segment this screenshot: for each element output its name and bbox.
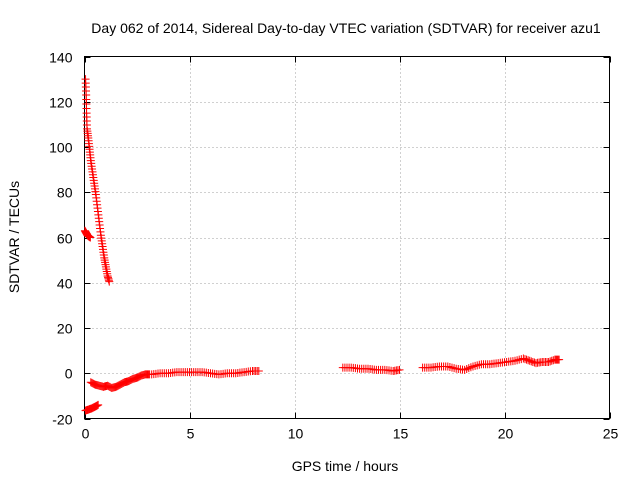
x-tick-label: 15: [393, 426, 409, 442]
data-point: [448, 363, 456, 372]
data-point: [395, 365, 404, 374]
y-tick-label: 140: [49, 50, 73, 66]
data-point: [466, 363, 475, 372]
data-point: [450, 364, 459, 373]
y-tick-label: 0: [65, 366, 73, 382]
series-segment-2: [338, 363, 404, 375]
y-tick-labels: -20 0 20 40 60 80 100 120 140: [49, 50, 73, 428]
y-tick-label: -20: [52, 412, 72, 428]
y-tick-label: 100: [49, 140, 73, 156]
series-segment-1: [147, 366, 263, 379]
grid-lines: [84, 56, 610, 419]
data-point: [445, 363, 454, 372]
series-decay: [81, 75, 114, 286]
y-tick-label: 20: [57, 321, 73, 337]
series-low-start: [81, 400, 103, 415]
data-point: [475, 360, 484, 369]
x-axis-label: GPS time / hours: [292, 458, 399, 474]
plot-frame: [84, 56, 610, 419]
chart-title: Day 062 of 2014, Sidereal Day-to-day VTE…: [91, 20, 601, 36]
data-point: [464, 364, 473, 373]
y-axis-label: SDTVAR / TECUs: [6, 181, 22, 293]
data-point: [471, 361, 480, 370]
y-tick-label: 80: [57, 185, 73, 201]
series-segment-3: [418, 354, 564, 374]
data-point: [86, 233, 95, 242]
data-point: [473, 361, 482, 370]
y-tick-label: 40: [57, 276, 73, 292]
data-point: [511, 356, 519, 365]
x-tick-label: 0: [82, 426, 90, 442]
series-cluster-60: [80, 226, 95, 242]
data-point: [515, 355, 524, 364]
data-point: [460, 365, 469, 374]
data-point: [254, 366, 263, 375]
x-tick-label: 25: [603, 426, 619, 442]
data-point: [555, 355, 564, 364]
data-point: [469, 362, 477, 371]
data-point: [513, 356, 522, 365]
x-tick-label: 20: [498, 426, 514, 442]
data-point: [105, 277, 114, 286]
data-points: [80, 75, 564, 415]
x-tick-label: 10: [288, 426, 304, 442]
x-tick-label: 5: [187, 426, 195, 442]
x-tick-labels: 0 5 10 15 20 25: [82, 426, 619, 442]
y-tick-label: 60: [57, 231, 73, 247]
data-point: [94, 400, 103, 409]
y-tick-label: 120: [49, 95, 73, 111]
data-point: [462, 365, 471, 374]
data-point: [443, 362, 452, 371]
